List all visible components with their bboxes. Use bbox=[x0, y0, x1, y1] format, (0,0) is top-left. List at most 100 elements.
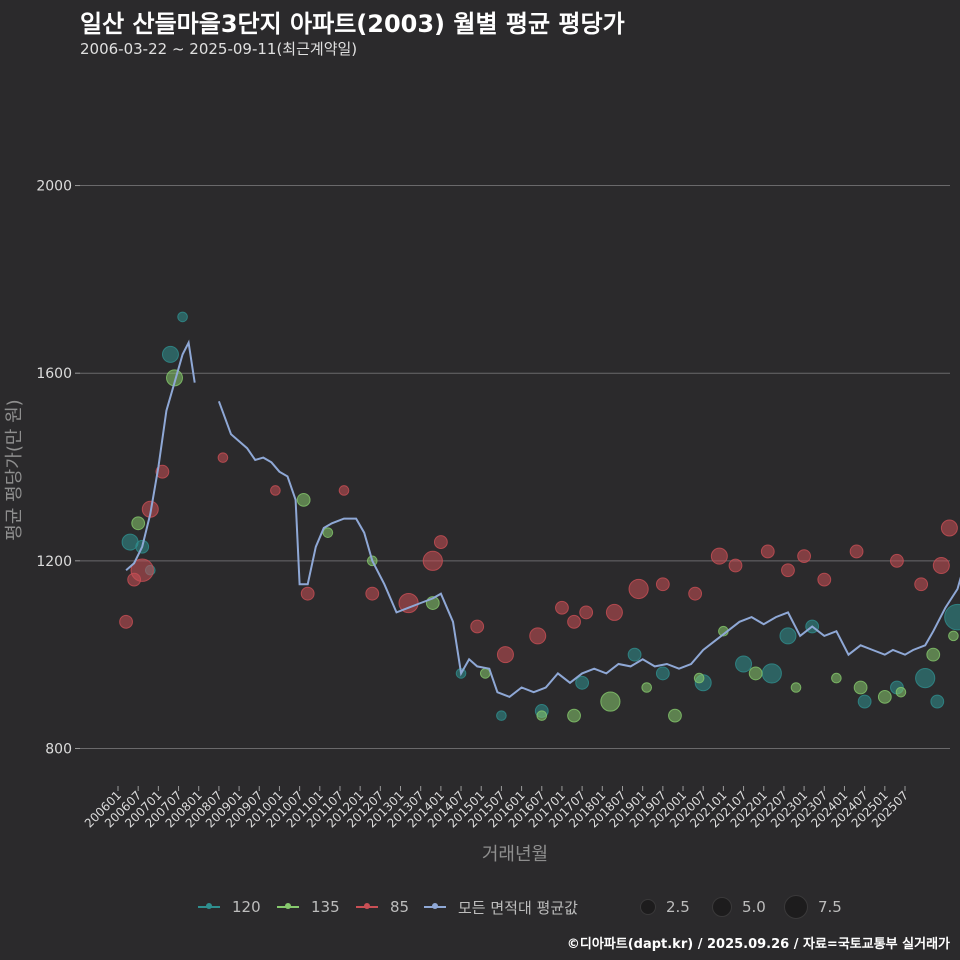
chart-subtitle: 2006-03-22 ~ 2025-09-11(최근계약일) bbox=[80, 40, 358, 58]
scatter-point-85 bbox=[817, 572, 832, 587]
scatter-point-120 bbox=[930, 694, 945, 709]
scatter-point-135 bbox=[693, 672, 705, 684]
x-axis-label: 거래년월 bbox=[482, 844, 548, 865]
scatter-point-135 bbox=[831, 672, 842, 684]
scatter-point-135 bbox=[479, 668, 491, 679]
legend-item-135[interactable]: 135 bbox=[277, 893, 340, 921]
legend-swatch-135 bbox=[277, 903, 299, 909]
y-axis: 800 1200 1600 2000 bbox=[36, 179, 80, 757]
legend-size-label: 7.5 bbox=[818, 898, 842, 916]
legend-item-average[interactable]: 모든 면적대 평균값 bbox=[424, 893, 578, 921]
scatter-point-85 bbox=[797, 549, 812, 564]
scatter-point-85 bbox=[422, 550, 443, 571]
scatter-point-85 bbox=[470, 619, 485, 634]
average-line bbox=[125, 339, 960, 699]
scatter-point-85 bbox=[217, 452, 229, 463]
credit-text: ©디아파트(dapt.kr) / 2025.09.26 / 자료=국토교통부 실… bbox=[566, 937, 950, 952]
scatter-point-135 bbox=[853, 680, 868, 695]
legend-size-large: 7.5 bbox=[784, 893, 842, 921]
scatter-point-120 bbox=[915, 668, 936, 689]
scatter-point-85 bbox=[529, 627, 547, 645]
legend-swatch-85 bbox=[356, 903, 378, 909]
scatter-point-85 bbox=[728, 558, 743, 573]
scatter-point-120 bbox=[575, 675, 590, 690]
scatter-points bbox=[119, 311, 960, 723]
scatter-point-85 bbox=[688, 586, 703, 601]
scatter-point-85 bbox=[119, 614, 133, 629]
average-line-segment bbox=[217, 400, 960, 699]
scatter-point-85 bbox=[940, 519, 958, 537]
scatter-point-135 bbox=[296, 492, 311, 507]
scatter-point-135 bbox=[877, 689, 892, 704]
scatter-point-85 bbox=[605, 603, 623, 621]
legend-size-label: 2.5 bbox=[666, 898, 690, 916]
legend-item-85[interactable]: 85 bbox=[356, 893, 409, 921]
scatter-point-120 bbox=[944, 603, 960, 631]
scatter-point-120 bbox=[496, 710, 507, 721]
scatter-point-135 bbox=[131, 516, 146, 531]
scatter-point-85 bbox=[579, 605, 594, 620]
scatter-point-85 bbox=[270, 485, 281, 496]
legend-swatch-average bbox=[424, 903, 446, 909]
legend-item-120[interactable]: 120 bbox=[198, 893, 261, 921]
legend-size-label: 5.0 bbox=[742, 898, 766, 916]
scatter-point-85 bbox=[628, 578, 649, 600]
scatter-point-85 bbox=[914, 577, 929, 592]
scatter-point-135 bbox=[600, 691, 621, 712]
y-tick-label: 800 bbox=[45, 741, 72, 757]
legend-size-circle bbox=[712, 897, 732, 917]
legend-label-120: 120 bbox=[232, 898, 261, 916]
scatter-point-135 bbox=[948, 630, 959, 642]
legend-size-circle bbox=[784, 895, 808, 919]
scatter-point-85 bbox=[130, 558, 154, 582]
scatter-point-135 bbox=[567, 708, 581, 723]
scatter-point-85 bbox=[365, 586, 380, 601]
legend-swatch-120 bbox=[198, 903, 220, 909]
scatter-point-85 bbox=[890, 553, 904, 568]
legend: 120 135 85 모든 면적대 평균값 2.5 5.0 7.5 bbox=[0, 893, 960, 921]
scatter-point-135 bbox=[668, 708, 682, 723]
scatter-point-85 bbox=[849, 544, 864, 559]
scatter-point-85 bbox=[710, 547, 728, 565]
scatter-point-135 bbox=[536, 710, 548, 721]
scatter-point-85 bbox=[781, 563, 795, 578]
legend-size-medium: 5.0 bbox=[712, 893, 766, 921]
scatter-point-120 bbox=[627, 647, 642, 662]
scatter-point-120 bbox=[177, 311, 188, 323]
scatter-point-120 bbox=[161, 345, 179, 363]
y-tick-label: 1200 bbox=[36, 554, 72, 570]
legend-size-circle bbox=[640, 899, 656, 915]
scatter-point-135 bbox=[895, 686, 907, 698]
scatter-point-120 bbox=[779, 627, 797, 645]
scatter-point-85 bbox=[932, 557, 950, 575]
scatter-point-135 bbox=[641, 682, 653, 693]
chart-title: 일산 산들마을3단지 아파트(2003) 월별 평균 평당가 bbox=[80, 10, 625, 38]
scatter-point-135 bbox=[790, 682, 802, 693]
legend-size-small: 2.5 bbox=[640, 893, 690, 921]
scatter-point-85 bbox=[760, 544, 775, 559]
scatter-point-120 bbox=[655, 666, 670, 681]
y-axis-label: 평균 평당가(만 원) bbox=[4, 399, 25, 540]
scatter-point-85 bbox=[555, 600, 569, 615]
scatter-point-120 bbox=[735, 655, 753, 673]
y-tick-label: 2000 bbox=[36, 179, 72, 195]
y-tick-label: 1600 bbox=[36, 366, 72, 382]
legend-label-135: 135 bbox=[311, 898, 340, 916]
scatter-point-135 bbox=[748, 666, 763, 681]
scatter-point-120 bbox=[857, 694, 872, 709]
scatter-point-120 bbox=[761, 663, 782, 684]
scatter-point-85 bbox=[300, 586, 315, 601]
scatter-point-135 bbox=[322, 527, 334, 538]
scatter-point-85 bbox=[338, 485, 350, 496]
scatter-point-85 bbox=[496, 646, 514, 664]
average-line-segment bbox=[125, 339, 196, 571]
gridlines bbox=[80, 185, 950, 749]
scatter-point-85 bbox=[655, 577, 670, 592]
legend-label-average: 모든 면적대 평균값 bbox=[458, 898, 578, 917]
scatter-point-85 bbox=[155, 464, 170, 479]
legend-label-85: 85 bbox=[390, 898, 410, 916]
scatter-point-85 bbox=[567, 614, 581, 629]
scatter-point-85 bbox=[433, 535, 448, 549]
x-axis: 2006012006072007012007072008012008072009… bbox=[82, 786, 911, 831]
